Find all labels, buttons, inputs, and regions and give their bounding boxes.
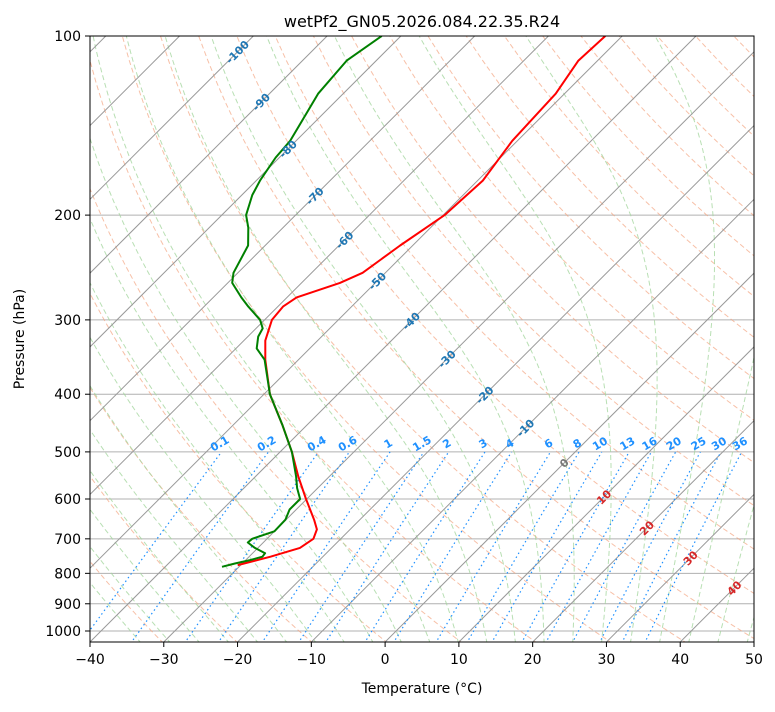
y-tick-label: 900 [54,597,81,613]
y-axis-label: Pressure (hPa) [12,289,28,389]
x-tick-label: −20 [223,652,253,668]
x-tick-label: −10 [297,652,327,668]
y-tick-label: 1000 [45,624,81,640]
x-tick-label: 40 [671,652,689,668]
x-tick-label: −30 [149,652,179,668]
y-tick-label: 800 [54,566,81,582]
y-tick-label: 500 [54,445,81,461]
x-tick-label: 10 [450,652,468,668]
x-axis-label: Temperature (°C) [361,681,483,697]
x-tick-label: 50 [745,652,763,668]
y-tick-label: 400 [54,387,81,403]
y-tick-label: 300 [54,313,81,329]
y-tick-label: 600 [54,492,81,508]
y-tick-label: 200 [54,208,81,224]
x-tick-label: 30 [598,652,616,668]
x-tick-label: −40 [75,652,105,668]
y-tick-label: 700 [54,532,81,548]
chart-title: wetPf2_GN05.2026.084.22.35.R24 [284,12,560,32]
x-tick-label: 0 [381,652,390,668]
y-tick-label: 100 [54,29,81,45]
x-tick-label: 20 [524,652,542,668]
